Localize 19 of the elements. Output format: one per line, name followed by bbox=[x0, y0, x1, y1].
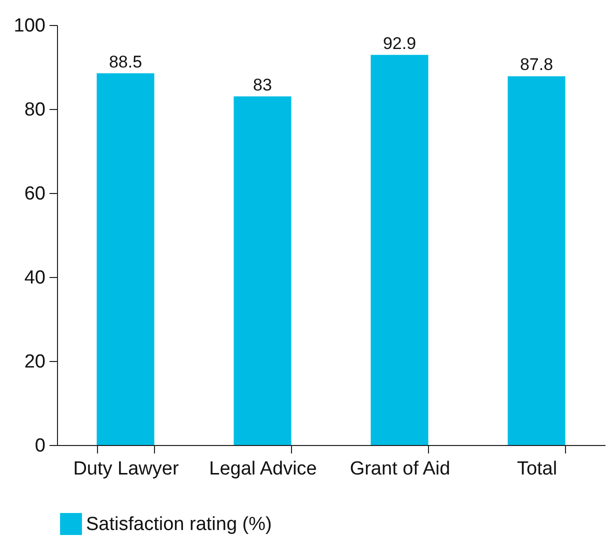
x-tick-label: Total bbox=[516, 458, 558, 480]
data-label: 88.5 bbox=[108, 52, 142, 72]
x-tick-label: Legal Advice bbox=[209, 458, 317, 480]
y-tick-label: 40 bbox=[24, 268, 46, 288]
data-label: 87.8 bbox=[520, 55, 554, 74]
bar bbox=[370, 54, 428, 445]
data-label: 92.9 bbox=[382, 34, 416, 53]
x-tick-label: Grant of Aid bbox=[350, 458, 450, 480]
legend-label: Satisfaction rating (%) bbox=[86, 514, 272, 535]
x-tick-label: Duty Lawyer bbox=[73, 458, 180, 480]
bar bbox=[234, 96, 292, 445]
y-tick-label: 0 bbox=[34, 436, 46, 456]
y-tick-label: 60 bbox=[24, 184, 46, 204]
y-tick-label: 100 bbox=[14, 16, 46, 36]
bar bbox=[96, 73, 154, 445]
y-tick-label: 80 bbox=[24, 100, 46, 120]
y-tick-label: 20 bbox=[24, 352, 46, 372]
data-label: 83 bbox=[253, 75, 272, 94]
bar bbox=[508, 76, 566, 445]
